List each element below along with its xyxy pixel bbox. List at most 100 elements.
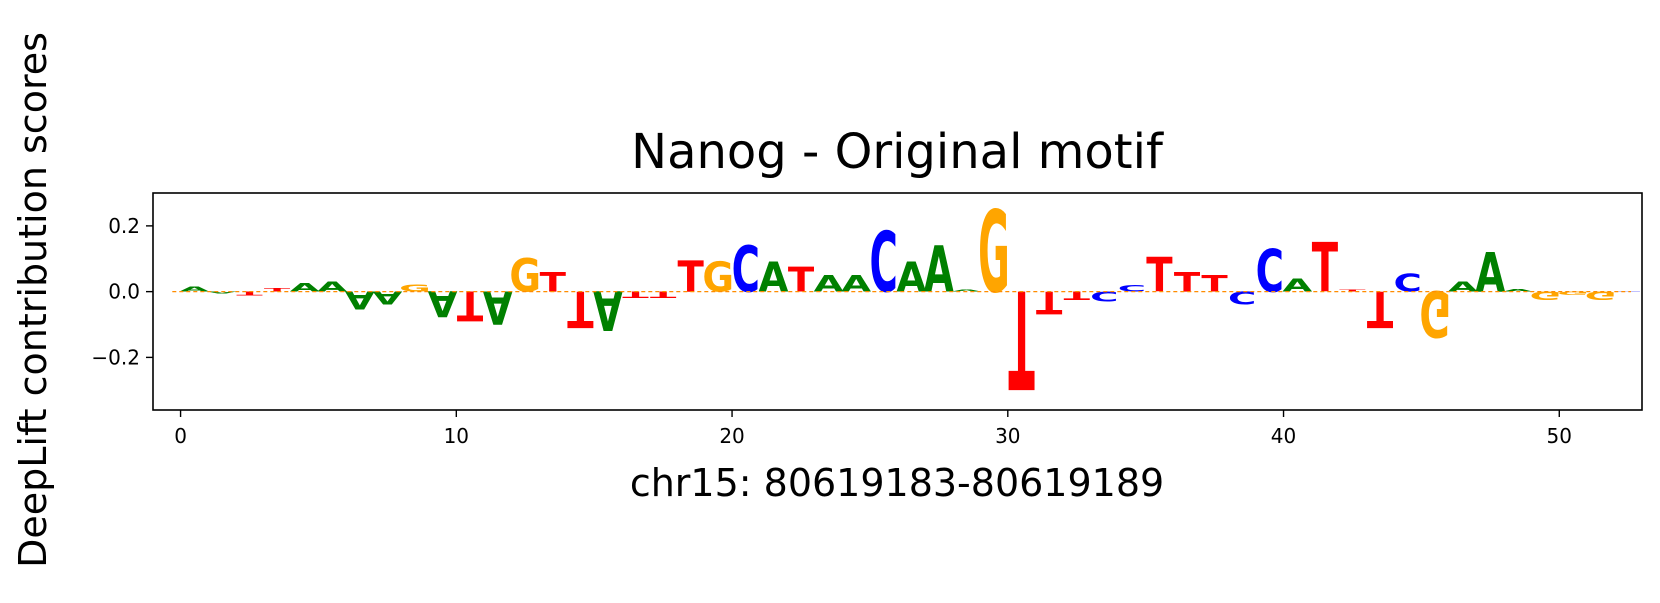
x-tick-label: 0 [174, 424, 187, 448]
logo-letter-T-16: T [622, 289, 648, 300]
axes: 0 10 20 30 40 50 −0.2 0.0 0.2 [91, 214, 1572, 448]
logo-letter-glyph: T [788, 260, 815, 300]
logo-letter-G-45: G [1419, 276, 1451, 350]
logo-letter-A-24: A [841, 272, 872, 298]
logo-letter-A-48: A [1503, 288, 1534, 292]
logo-letter-glyph: C [1228, 287, 1256, 308]
logo-letter-glyph: C [1393, 269, 1421, 298]
logo-letter-glyph: A [483, 281, 513, 334]
logo-letter-glyph: G [702, 255, 734, 302]
logo-letter-glyph: T [1312, 229, 1339, 308]
logo-letter-T-43: T [1367, 279, 1394, 336]
logo-letter-glyph: G [1557, 290, 1589, 295]
logo-letter-G-49: G [1530, 289, 1562, 302]
y-axis-label: DeepLift contribution scores [11, 32, 55, 568]
logo-letter-glyph: A [814, 272, 845, 298]
logo-letter-glyph: A [1448, 279, 1479, 295]
logo-letter-glyph: A [924, 234, 954, 308]
logo-letter-glyph: A [841, 272, 872, 298]
logo-letter-glyph: A [372, 287, 403, 308]
logo-letter-T-18: T [678, 252, 705, 302]
logo-letter-T-36: T [1174, 266, 1201, 298]
logo-letter-A-11: A [483, 281, 513, 334]
x-tick-label: 40 [1271, 424, 1296, 448]
logo-letter-T-31: T [1036, 284, 1062, 321]
logo-letter-glyph: T [1008, 259, 1034, 415]
logo-letter-glyph: A [1475, 242, 1505, 305]
x-tick-label: 30 [995, 424, 1020, 448]
logo-letter-glyph: T [1146, 249, 1173, 304]
logo-letter-glyph: G [399, 282, 431, 294]
logo-letter-C-20: C [732, 234, 760, 308]
logo-letter-T-41: T [1312, 229, 1339, 308]
logo-letter-A-6: A [345, 286, 375, 315]
logo-letter-glyph: G [509, 250, 541, 303]
logo-letter-glyph: A [179, 285, 210, 293]
logo-letter-glyph: T [1201, 272, 1228, 298]
x-tick-label: 10 [444, 424, 469, 448]
logo-letter-glyph: A [290, 281, 320, 294]
logo-letter-glyph: G [978, 187, 1010, 318]
logo-letter-glyph: T [650, 289, 676, 300]
logo-letter-C-44: C [1393, 269, 1421, 298]
logo-letter-T-13: T [540, 266, 567, 298]
plot-frame [152, 192, 1643, 411]
x-axis-label: chr15: 80619183-80619189 [630, 461, 1164, 505]
logo-letter-glyph: G [1530, 289, 1562, 302]
logo-letter-C-34: C [1118, 283, 1146, 294]
logo-letter-T-3: T [264, 288, 291, 293]
logo-letter-T-37: T [1201, 272, 1228, 298]
logo-letter-T-30: T [1008, 259, 1034, 415]
logo-letter-glyph: G [1585, 289, 1617, 302]
logo-letter-T-42: T [1339, 290, 1366, 293]
logo-letter-glyph: A [1503, 288, 1534, 292]
logo-letter-glyph: T [567, 279, 594, 336]
logo-letter-A-9: A [428, 283, 458, 325]
logo-letter-glyph: T [540, 266, 567, 298]
logo-letter-glyph: C [1256, 237, 1284, 305]
y-tick-label: −0.2 [91, 345, 140, 369]
logo-letter-G-29: G [978, 187, 1010, 318]
logo-letter-T-32: T [1064, 289, 1091, 302]
logo-letter-glyph: T [1174, 266, 1201, 298]
logo-letter-G-50: G [1557, 290, 1589, 295]
logo-letter-glyph: C [1118, 283, 1146, 294]
logo-letter-A-40: A [1282, 275, 1313, 296]
logo-letter-glyph: T [1036, 284, 1062, 321]
logo-letter-glyph: T [457, 281, 483, 328]
logo-letter-G-8: G [399, 282, 431, 294]
logo-letter-G-12: G [509, 250, 541, 303]
logo-letter-glyph: A [758, 255, 788, 302]
logo-letter-glyph: C [1090, 288, 1118, 304]
logo-letter-A-5: A [317, 279, 348, 295]
logo-letter-G-19: G [702, 255, 734, 302]
logo-letter-glyph: G [1419, 276, 1451, 350]
logo-letter-glyph: T [1339, 290, 1366, 293]
logo-letter-glyph: A [207, 291, 238, 294]
x-tick-label: 20 [719, 424, 744, 448]
logo-letter-A-27: A [924, 234, 954, 308]
chart-title: Nanog - Original motif [631, 124, 1164, 180]
logo-letter-glyph: A [896, 255, 926, 302]
x-tick-label: 50 [1547, 424, 1572, 448]
logo-letter-glyph: T [678, 252, 705, 302]
logo-letter-A-28: A [952, 290, 983, 293]
logo-letter-glyph: C [870, 216, 898, 312]
logo-letter-A-1: A [207, 291, 238, 294]
logo-letter-A-4: A [290, 281, 320, 294]
y-tick-label: 0.2 [108, 214, 140, 238]
logo-letter-glyph: T [1064, 289, 1091, 302]
logo-letter-C-52: C [1614, 291, 1642, 292]
logo-letter-A-47: A [1475, 242, 1505, 305]
logo-letter-T-10: T [457, 281, 483, 328]
logo-letter-glyph: A [952, 290, 983, 293]
logo-letter-glyph: T [1367, 279, 1394, 336]
logo-letter-glyph: C [1614, 291, 1642, 292]
logo-letter-glyph: A [345, 286, 375, 315]
y-tick-label: 0.0 [108, 280, 140, 304]
logo-letter-A-15: A [593, 278, 623, 341]
logo-letter-C-25: C [870, 216, 898, 312]
logo-letter-glyph: C [732, 234, 760, 308]
